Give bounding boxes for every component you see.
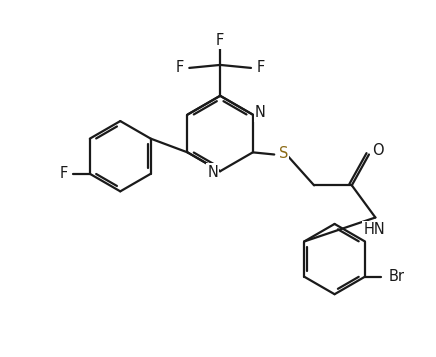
Text: F: F xyxy=(216,32,224,47)
Text: F: F xyxy=(176,60,184,75)
Text: F: F xyxy=(256,60,265,75)
Text: N: N xyxy=(208,165,218,180)
Text: Br: Br xyxy=(388,269,404,284)
Text: O: O xyxy=(373,143,384,158)
Text: HN: HN xyxy=(364,222,385,237)
Text: F: F xyxy=(59,166,68,181)
Text: N: N xyxy=(255,105,266,120)
Text: S: S xyxy=(279,146,288,161)
